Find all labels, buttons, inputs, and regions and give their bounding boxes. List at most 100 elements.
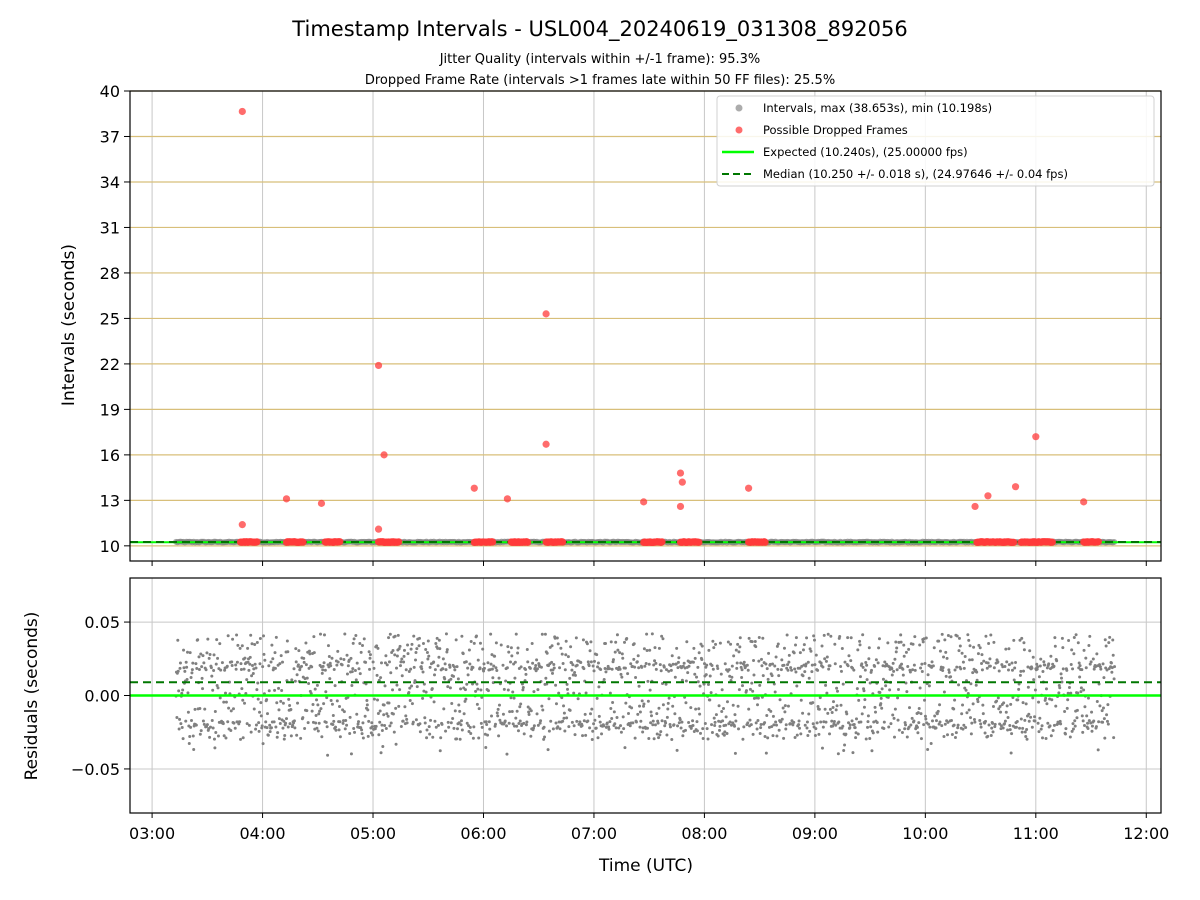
- residual-point: [858, 643, 862, 647]
- residual-point: [632, 657, 636, 661]
- residual-point: [568, 708, 572, 712]
- residual-point: [221, 722, 225, 726]
- residual-point: [971, 702, 975, 706]
- residual-point: [560, 652, 564, 656]
- residual-point: [421, 696, 425, 700]
- residual-point: [519, 702, 523, 706]
- residual-point: [554, 683, 558, 687]
- residual-point: [432, 660, 436, 664]
- residual-point: [873, 710, 877, 714]
- residual-point: [199, 652, 203, 656]
- residual-point: [532, 690, 536, 694]
- residual-point: [957, 636, 961, 640]
- residual-point: [830, 710, 834, 714]
- residual-point: [906, 665, 910, 669]
- residual-point: [802, 643, 806, 647]
- residual-point: [427, 725, 431, 729]
- residual-point: [870, 749, 874, 753]
- residual-point: [567, 725, 571, 729]
- residual-point: [320, 735, 324, 739]
- residual-point: [676, 666, 680, 670]
- residual-point: [747, 707, 751, 711]
- residual-point: [892, 669, 896, 673]
- residual-point: [944, 674, 948, 678]
- residual-point: [593, 718, 597, 722]
- residual-point: [613, 722, 617, 726]
- residual-point: [564, 653, 568, 657]
- residual-point: [946, 634, 950, 638]
- residual-point: [546, 748, 550, 752]
- residual-point: [311, 702, 315, 706]
- residual-point: [1076, 691, 1080, 695]
- residual-point: [514, 716, 518, 720]
- residual-point: [976, 652, 980, 656]
- residual-point: [489, 662, 493, 666]
- residual-point: [385, 663, 389, 667]
- residual-point: [604, 641, 608, 645]
- residual-point: [822, 633, 826, 637]
- residual-point: [291, 723, 295, 727]
- residual-point: [635, 660, 639, 664]
- residual-point: [406, 652, 410, 656]
- residual-point: [968, 644, 972, 648]
- residual-point: [1027, 712, 1031, 716]
- residual-point: [306, 721, 310, 725]
- residual-point: [862, 705, 866, 709]
- residual-point: [733, 724, 737, 728]
- residual-point: [201, 687, 205, 691]
- residual-point: [465, 682, 469, 686]
- residual-point: [728, 720, 732, 724]
- residual-point: [642, 647, 646, 651]
- residual-point: [1029, 715, 1033, 719]
- residual-point: [448, 686, 452, 690]
- residual-point: [833, 662, 837, 666]
- residual-point: [550, 660, 554, 664]
- residual-point: [618, 651, 622, 655]
- residual-point: [472, 725, 476, 729]
- residual-point: [655, 732, 659, 736]
- residual-point: [763, 734, 767, 738]
- residual-point: [1037, 700, 1041, 704]
- residual-point: [393, 634, 397, 638]
- residual-point: [599, 667, 603, 671]
- residual-point: [373, 727, 377, 731]
- residual-point: [633, 665, 637, 669]
- residual-point: [891, 713, 895, 717]
- residual-point: [1044, 736, 1048, 740]
- residual-point: [952, 707, 956, 711]
- residual-point: [212, 737, 216, 741]
- residual-point: [788, 722, 792, 726]
- residual-point: [466, 666, 470, 670]
- residual-point: [371, 660, 375, 664]
- dropped-frame-point: [1094, 538, 1103, 546]
- residual-point: [346, 664, 350, 668]
- bottom-x-tick-label: 05:00: [350, 824, 396, 843]
- residual-point: [229, 709, 233, 713]
- residual-point: [250, 642, 254, 646]
- residual-point: [1033, 688, 1037, 692]
- residual-point: [618, 667, 622, 671]
- residual-point: [452, 726, 456, 730]
- residual-point: [763, 721, 767, 725]
- residual-point: [276, 731, 280, 735]
- residual-point: [952, 723, 956, 727]
- residual-point: [896, 687, 900, 691]
- residual-point: [498, 718, 502, 722]
- residual-point: [1073, 724, 1077, 728]
- residual-point: [254, 727, 258, 731]
- residual-point: [318, 709, 322, 713]
- residual-point: [524, 723, 528, 727]
- residual-point: [472, 641, 476, 645]
- residual-point: [561, 719, 565, 723]
- residual-point: [359, 726, 363, 730]
- residual-point: [379, 661, 383, 665]
- residual-point: [668, 725, 672, 729]
- residual-point: [1003, 719, 1007, 723]
- residual-point: [279, 699, 283, 703]
- residual-point: [191, 734, 195, 738]
- residual-point: [422, 682, 426, 686]
- residual-point: [573, 733, 577, 737]
- residual-point: [980, 661, 984, 665]
- residual-point: [224, 736, 228, 740]
- residual-point: [240, 644, 244, 648]
